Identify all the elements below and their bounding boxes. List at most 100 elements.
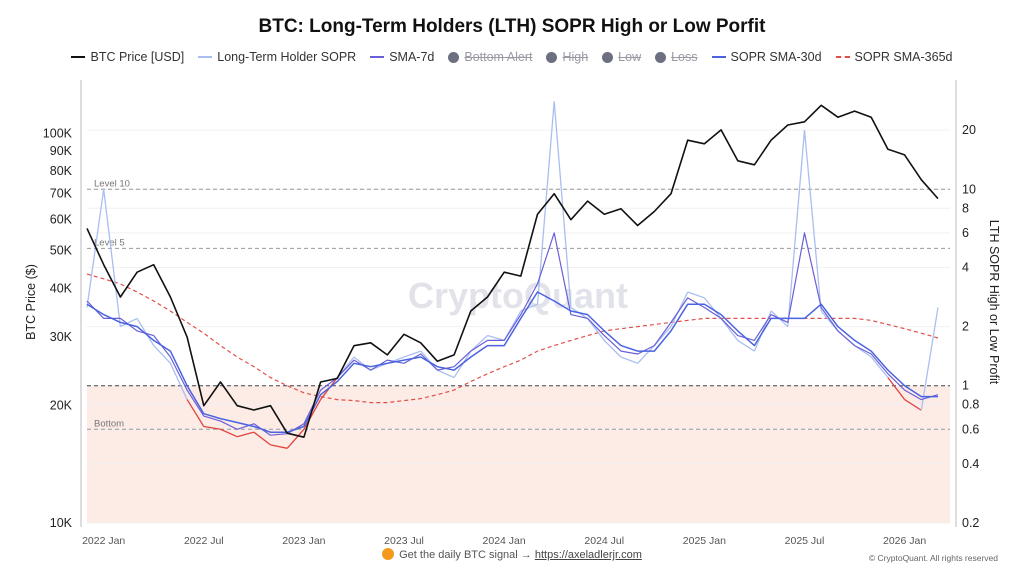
sopr-segment <box>470 335 488 352</box>
x-tick-label: 2022 Jan <box>82 535 125 547</box>
sma-7d-line <box>86 232 939 436</box>
left-tick-label: 90K <box>50 144 73 158</box>
sopr-segment <box>603 339 622 358</box>
right-tick-label: 0.8 <box>962 398 979 412</box>
sopr-segment <box>437 369 455 379</box>
left-tick-label: 50K <box>50 244 73 258</box>
right-tick-label: 6 <box>962 226 969 240</box>
legend-dot-icon <box>602 51 614 63</box>
bitcoin-coin-icon <box>382 548 395 560</box>
watermark: CryptoQuant <box>408 275 628 316</box>
legend-label: Low <box>618 50 642 64</box>
x-tick-label: 2024 Jul <box>584 535 624 547</box>
legend-line-icon <box>711 56 726 58</box>
right-tick-label: 20 <box>962 123 976 137</box>
sopr-segment <box>887 377 906 400</box>
left-tick-label: 10K <box>50 516 73 530</box>
x-tick-label: 2025 Jul <box>785 535 825 547</box>
sopr-segment <box>237 431 255 438</box>
legend-label: SOPR SMA-30d <box>730 50 822 64</box>
copyright: © CryptoQuant. All rights reserved <box>868 553 998 563</box>
right-tick-label: 10 <box>962 182 976 196</box>
left-tick-label: 20K <box>50 399 73 413</box>
legend-dot-icon <box>546 51 558 63</box>
right-tick-label: 1 <box>962 379 969 393</box>
btc-price-usd-line <box>86 104 939 439</box>
sopr-segment <box>303 399 322 430</box>
legend-item[interactable]: Bottom Alert <box>448 50 532 64</box>
legend-item[interactable]: High <box>546 50 588 64</box>
sopr-segment <box>403 350 421 358</box>
left-tick-label: 100K <box>43 126 73 140</box>
legend-label: Long-Term Holder SOPR <box>217 50 357 64</box>
sopr-segment <box>103 189 122 327</box>
sopr-segment <box>270 444 288 449</box>
legend-item[interactable]: BTC Price [USD] <box>71 50 184 64</box>
sopr-segment <box>803 130 822 312</box>
right-tick-label: 0.4 <box>962 457 979 471</box>
sopr-segment <box>904 399 922 411</box>
sopr-segment <box>787 130 806 327</box>
sopr-sma-365d-line <box>86 273 939 404</box>
sopr-segment <box>286 428 305 449</box>
legend-label: BTC Price [USD] <box>90 50 185 64</box>
sopr-segment <box>136 318 155 346</box>
sopr-segment <box>253 431 271 446</box>
sopr-sma-30d-line <box>86 291 938 433</box>
right-tick-label: 4 <box>962 260 969 274</box>
sopr-segment <box>186 399 205 427</box>
sopr-segment <box>553 101 572 308</box>
legend-dot-icon <box>448 51 460 63</box>
sopr-segment <box>587 318 605 341</box>
sopr-segment <box>487 334 505 342</box>
right-tick-label: 0.6 <box>962 422 979 436</box>
legend-line-icon <box>71 56 86 58</box>
right-tick-label: 0.2 <box>962 516 979 530</box>
left-tick-label: 30K <box>50 330 73 344</box>
sopr-segment <box>620 356 638 364</box>
legend-dot-icon <box>655 51 667 63</box>
sopr-segment <box>120 317 138 328</box>
reference-line-label: Level 5 <box>94 237 125 248</box>
sopr-segment <box>153 345 171 364</box>
sopr-segment <box>203 425 221 430</box>
legend-item[interactable]: Long-Term Holder SOPR <box>198 50 356 64</box>
legend-line-icon <box>370 56 385 58</box>
left-tick-label: 70K <box>50 187 73 201</box>
x-tick-label: 2026 Jan <box>883 535 926 547</box>
chart-title: BTC: Long-Term Holders (LTH) SOPR High o… <box>258 16 766 37</box>
loss-zone <box>87 385 950 523</box>
footer-link[interactable]: https://axeladlerjr.com <box>534 549 642 561</box>
left-tick-label: 60K <box>50 213 73 227</box>
legend-line-icon <box>198 56 213 58</box>
legend-item[interactable]: Loss <box>655 50 698 64</box>
x-tick-label: 2025 Jan <box>683 535 726 547</box>
legend-item[interactable]: SMA-7d <box>370 50 434 64</box>
left-axis-title: BTC Price ($) <box>24 264 38 340</box>
right-axis-title: LTH SOPR High or Low Profit <box>987 220 1001 385</box>
legend-label: SMA-7d <box>389 50 435 64</box>
legend-item[interactable]: SOPR SMA-30d <box>711 50 822 64</box>
legend-item[interactable]: Low <box>602 50 641 64</box>
sopr-segment <box>220 428 238 438</box>
legend-label: Loss <box>671 50 698 64</box>
left-tick-label: 80K <box>50 164 73 178</box>
x-tick-label: 2024 Jan <box>483 535 526 547</box>
sopr-segment <box>920 307 939 411</box>
footer-text: Get the daily BTC signal → <box>399 549 532 561</box>
legend-item[interactable]: SOPR SMA-365d <box>835 50 953 64</box>
legend: BTC Price [USD] Long-Term Holder SOPR SMA-… <box>0 50 1024 64</box>
x-tick-label: 2022 Jul <box>184 535 224 547</box>
legend-label: High <box>562 50 589 64</box>
x-tick-label: 2023 Jul <box>384 535 424 547</box>
sopr-segment <box>870 356 889 378</box>
sopr-segment <box>637 345 655 364</box>
reference-line-label: Level 10 <box>94 178 130 189</box>
x-tick-label: 2023 Jan <box>282 535 325 547</box>
sopr-segment <box>687 291 705 299</box>
footer: Get the daily BTC signal → https://axela… <box>0 548 1024 561</box>
legend-line-icon <box>835 56 850 58</box>
sopr-segment <box>737 339 755 352</box>
left-tick-label: 40K <box>50 281 73 295</box>
